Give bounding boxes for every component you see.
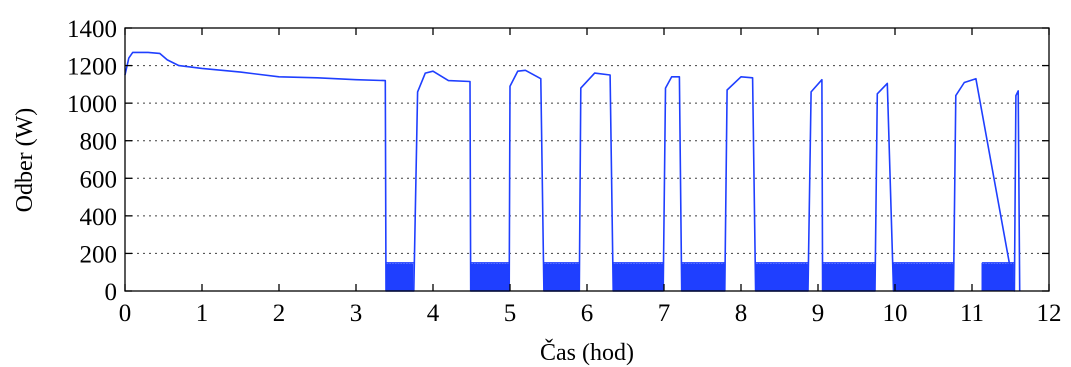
x-tick-label: 11 <box>960 300 984 327</box>
axis-ticks <box>124 27 1050 292</box>
y-tick-label: 1200 <box>67 54 117 81</box>
burst-spikes <box>612 262 664 291</box>
plot-area <box>124 51 1021 292</box>
x-tick-label: 10 <box>883 300 908 327</box>
x-axis-title: Čas (hod) <box>540 339 634 366</box>
burst-spikes <box>681 262 725 291</box>
x-tick-label: 1 <box>196 300 209 327</box>
x-tick-label: 4 <box>427 300 440 327</box>
burst-spikes <box>385 262 414 291</box>
y-tick-label: 600 <box>80 166 118 193</box>
burst-segment <box>681 262 725 291</box>
y-tick-label: 0 <box>105 279 118 306</box>
x-tick-label: 3 <box>350 300 363 327</box>
y-tick-label: 1000 <box>67 91 117 118</box>
burst-spikes <box>543 262 580 291</box>
burst-spikes <box>755 262 808 291</box>
x-tick-label: 6 <box>581 300 594 327</box>
burst-segment <box>543 262 580 291</box>
burst-segment <box>612 262 664 291</box>
series-line <box>124 51 1021 292</box>
y-tick-label: 200 <box>80 241 118 268</box>
burst-spikes <box>822 262 875 291</box>
x-tick-label: 12 <box>1037 300 1062 327</box>
x-axis-tick-labels: 0 1 2 3 4 5 6 7 8 9 10 11 12 <box>119 300 1062 327</box>
y-axis-tick-labels: 0 200 400 600 800 1000 1200 1400 <box>67 16 117 306</box>
x-tick-label: 0 <box>119 300 132 327</box>
y-axis-title: Odber (W) <box>12 108 38 213</box>
x-tick-label: 5 <box>504 300 517 327</box>
burst-spikes <box>981 262 1014 291</box>
burst-segment <box>470 262 510 291</box>
x-tick-label: 9 <box>812 300 825 327</box>
x-tick-label: 8 <box>735 300 748 327</box>
grid-lines <box>125 65 1049 254</box>
x-tick-label: 2 <box>273 300 286 327</box>
burst-spikes <box>893 262 954 291</box>
y-tick-label: 400 <box>80 204 118 231</box>
burst-segment <box>822 262 875 291</box>
y-tick-label: 800 <box>80 129 118 156</box>
x-tick-label: 7 <box>658 300 671 327</box>
y-tick-label: 1400 <box>67 16 117 43</box>
burst-segment <box>385 262 414 291</box>
burst-segment <box>755 262 808 291</box>
burst-spikes <box>470 262 510 291</box>
plot-frame <box>124 27 1050 292</box>
burst-segment <box>893 262 954 291</box>
